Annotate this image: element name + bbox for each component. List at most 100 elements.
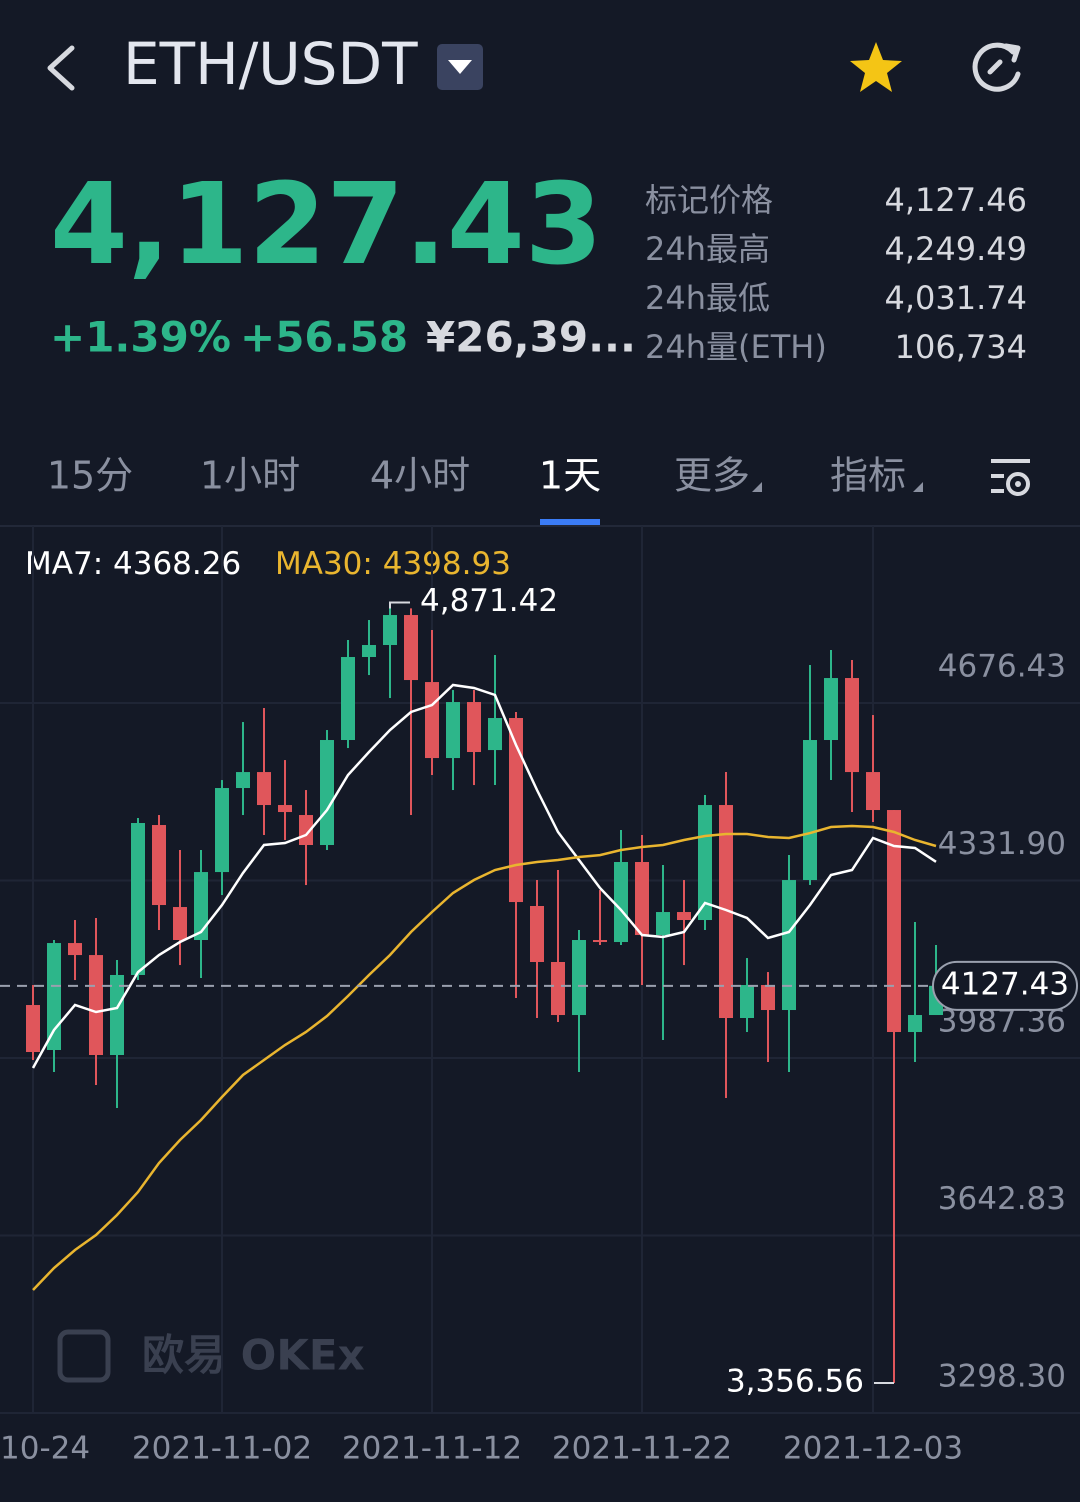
candle-body: [572, 940, 586, 1016]
pair-dropdown[interactable]: [437, 44, 483, 90]
last-price-badge: [932, 960, 1078, 1011]
legend-value: 4398.93: [383, 546, 511, 582]
legend-separator: :: [93, 546, 113, 582]
settings-lines: [991, 459, 1030, 493]
active-tab-indicator: [540, 519, 600, 525]
x-tick-label: 2021-11-12: [342, 1431, 522, 1467]
candle-body: [194, 872, 208, 941]
annotation-leader: [389, 601, 410, 609]
candles: [26, 602, 943, 1383]
candle-body: [677, 912, 691, 921]
x-tick-label: 10-24: [0, 1431, 90, 1467]
legend-separator: :: [362, 546, 382, 582]
legend-name: MA30: [275, 546, 362, 582]
stats: 标记价格 4,127.46 24h最高 4,249.49 24h最低 4,031…: [645, 181, 1027, 366]
candle-body: [530, 906, 544, 963]
candle-body: [47, 943, 61, 1050]
stat-label: 24h量(ETH): [645, 328, 827, 366]
refresh-hand: [987, 59, 1003, 75]
legend: MA7: 4368.26: [25, 546, 241, 582]
stat-label: 24h最低: [645, 279, 770, 317]
candle-body: [362, 645, 376, 658]
candle-body: [404, 615, 418, 681]
candle-body: [719, 805, 733, 1019]
candle-body: [887, 810, 901, 1033]
back-button[interactable]: [47, 45, 75, 91]
candle-body: [866, 772, 880, 811]
settings-gear-center: [1015, 481, 1021, 487]
candle-body: [446, 702, 460, 759]
interval-tab[interactable]: 4小时: [370, 454, 470, 498]
candle-body: [110, 974, 124, 1055]
x-tick-label: 2021-11-02: [132, 1431, 312, 1467]
last-price-label: 4127.43: [941, 966, 1069, 1002]
candle-body: [824, 678, 838, 741]
candle-body: [467, 702, 481, 753]
x-tick-label: 2021-11-22: [552, 1431, 732, 1467]
candle-body: [383, 615, 397, 646]
candle-body: [26, 1005, 40, 1053]
candle-body: [488, 718, 502, 751]
candle-body: [215, 788, 229, 873]
stat-value: 4,031.74: [885, 279, 1028, 317]
candle-body: [593, 940, 607, 943]
legend: MA30: 4398.93: [275, 546, 511, 582]
annotation-label: 3,356.56: [726, 1363, 864, 1399]
legend-name: MA7: [25, 546, 93, 582]
refresh-arc: [972, 42, 1021, 92]
candle-body: [68, 943, 82, 956]
y-tick-label: 4331.90: [938, 826, 1066, 862]
dropdown-arrow: [448, 60, 472, 74]
interval-tab[interactable]: 15分: [47, 454, 133, 498]
pair-title[interactable]: ETH/USDT: [123, 30, 418, 98]
candle-body: [509, 718, 523, 903]
watermark: 欧易 OKEx: [57, 1329, 365, 1383]
candle-body: [89, 955, 103, 1055]
ma-line: [32, 824, 937, 1291]
indicator-caret: [913, 482, 923, 492]
candle-body: [908, 1015, 922, 1033]
watermark-icon: [57, 1329, 111, 1383]
candle-body: [740, 985, 754, 1019]
annotation-label: 4,871.42: [420, 583, 558, 619]
candle-body: [152, 825, 166, 906]
interval-tab[interactable]: 1天: [539, 454, 601, 498]
refresh-button[interactable]: [972, 42, 1021, 92]
last-price: 4,127.43: [50, 160, 603, 290]
stat-value: 4,127.46: [885, 181, 1028, 219]
ma-line: [31, 683, 937, 1069]
candle-body: [845, 678, 859, 773]
candle-body: [635, 862, 649, 936]
refresh-arrow: [1003, 43, 1021, 63]
y-tick-label: 3642.83: [938, 1181, 1066, 1217]
candle-body: [257, 772, 271, 806]
candle-body: [761, 985, 775, 1011]
candle-body: [614, 862, 628, 943]
candle-body: [425, 682, 439, 759]
candle-body: [320, 740, 334, 846]
cny-price: ¥26,39...: [426, 313, 636, 362]
interval-tab[interactable]: 指标: [830, 454, 906, 498]
favorite-star[interactable]: [850, 42, 902, 92]
x-tick-label: 2021-12-03: [783, 1431, 963, 1467]
legend-value: 4368.26: [113, 546, 241, 582]
stat-value: 106,734: [895, 328, 1027, 366]
interval-tab[interactable]: 更多: [674, 454, 750, 498]
candle-body: [656, 912, 670, 936]
candle-body: [236, 772, 250, 789]
interval-tabs: 15分 1小时 4小时 1天 更多 指标: [47, 454, 1030, 525]
stat-label: 标记价格: [645, 181, 773, 219]
change-percent: +1.39%: [50, 313, 231, 362]
candle-body: [278, 805, 292, 813]
watermark-text: 欧易 OKEx: [142, 1331, 365, 1380]
y-tick-label: 3298.30: [938, 1359, 1066, 1395]
stat-label: 24h最高: [645, 230, 770, 268]
candle-body: [803, 740, 817, 881]
chart-settings[interactable]: [991, 459, 1030, 496]
candle-body: [782, 880, 796, 1011]
more-caret: [752, 482, 762, 492]
change-amount: +56.58: [240, 313, 408, 362]
interval-tab[interactable]: 1小时: [200, 454, 300, 498]
candle-body: [131, 823, 145, 975]
